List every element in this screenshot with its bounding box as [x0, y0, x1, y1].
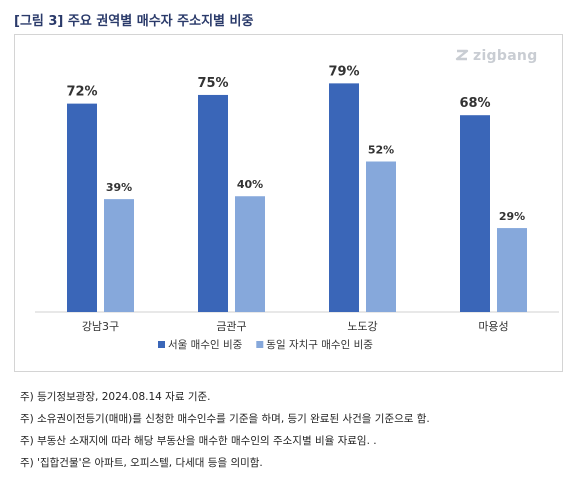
bar-same-district [366, 161, 396, 312]
bar-same-district [235, 196, 265, 312]
zigbang-logo-icon [455, 49, 469, 61]
bar-chart: 72% 39% 강남3구 75% 40% 금관구 79% 52% 노도강 68% 29% 마용성서울 … [35, 64, 559, 351]
data-label: 29% [499, 210, 525, 223]
bar-same-district [104, 199, 134, 312]
chart-frame [14, 34, 563, 372]
data-label: 72% [66, 85, 97, 100]
bar-same-district [497, 228, 527, 312]
footnote: 주) 소유권이전등기(매매)를 신청한 매수인수를 기준을 하며, 등기 완료된… [20, 413, 430, 425]
bar-seoul [67, 103, 97, 312]
legend-entry: 동일 자치구 매수인 비중 [266, 338, 373, 351]
data-label: 68% [459, 96, 490, 111]
x-tick-label: 마용성 [478, 320, 508, 333]
legend-swatch [256, 341, 264, 348]
data-label: 39% [106, 181, 132, 194]
footnote: 주) '집합건물'은 아파트, 오피스텔, 다세대 등을 의미함. [20, 457, 263, 469]
x-tick-label: 금관구 [216, 320, 246, 333]
watermark-text: zigbang [473, 48, 538, 64]
footnote: 주) 부동산 소재지에 따라 해당 부동산을 매수한 매수인의 주소지별 비율 … [20, 435, 377, 447]
data-label: 40% [237, 178, 263, 191]
zigbang-watermark: zigbang [455, 48, 538, 64]
bar-seoul [329, 83, 359, 312]
bar-seoul [198, 94, 228, 312]
data-label: 52% [368, 144, 394, 157]
data-label: 75% [197, 76, 228, 91]
bar-seoul [460, 115, 490, 312]
legend-swatch [158, 341, 165, 348]
legend-entry: 서울 매수인 비중 [168, 339, 243, 351]
footnotes: 주) 등기정보광장, 2024.08.14 자료 기준. 주) 소유권이전등기(… [20, 386, 430, 474]
data-label: 79% [328, 64, 359, 79]
x-tick-label: 강남3구 [82, 320, 119, 333]
figure-title: [그림 3] 주요 권역별 매수자 주소지별 비중 [14, 14, 254, 29]
footnote: 주) 등기정보광장, 2024.08.14 자료 기준. [20, 391, 211, 403]
x-tick-label: 노도강 [347, 320, 377, 333]
